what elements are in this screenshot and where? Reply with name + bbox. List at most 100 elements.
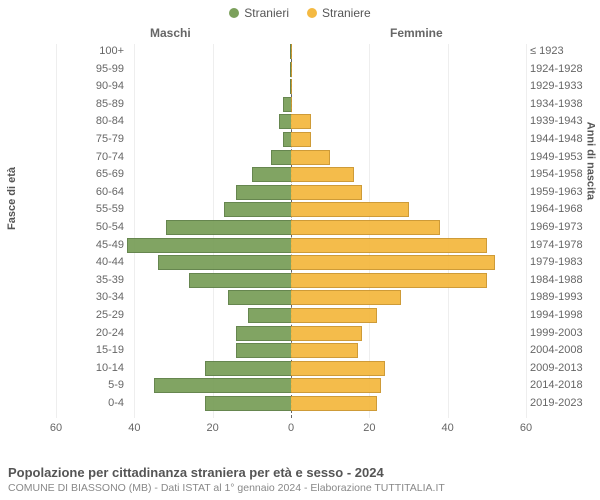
legend-swatch-male [229, 8, 239, 18]
male-bar [205, 361, 291, 376]
x-tick-label: 0 [288, 422, 294, 434]
age-label: 80-84 [74, 115, 124, 127]
male-bar [127, 238, 292, 253]
pyramid-row [56, 238, 526, 253]
pyramid-row [56, 114, 526, 129]
birth-year-label: 1924-1928 [530, 63, 596, 75]
chart-area: 6040200204060 [56, 44, 526, 444]
gridline [526, 44, 527, 418]
age-label: 90-94 [74, 80, 124, 92]
birth-year-label: 1989-1993 [530, 291, 596, 303]
male-bar [158, 255, 291, 270]
pyramid-row [56, 79, 526, 94]
female-bar [291, 150, 330, 165]
pyramid-row [56, 202, 526, 217]
chart-title: Popolazione per cittadinanza straniera p… [8, 465, 445, 480]
pyramid-row [56, 220, 526, 235]
pyramid-row [56, 396, 526, 411]
pyramid-row [56, 62, 526, 77]
pyramid-row [56, 167, 526, 182]
age-label: 75-79 [74, 133, 124, 145]
birth-year-label: 2014-2018 [530, 379, 596, 391]
age-label: 55-59 [74, 203, 124, 215]
pyramid-row [56, 308, 526, 323]
female-bar [291, 114, 311, 129]
chart-container: Stranieri Straniere Maschi Femmine Fasce… [0, 0, 600, 500]
legend-label-female: Straniere [322, 6, 371, 20]
birth-year-label: ≤ 1923 [530, 45, 596, 57]
birth-year-label: 1984-1988 [530, 274, 596, 286]
female-bar [291, 361, 385, 376]
pyramid-row [56, 326, 526, 341]
male-bar [279, 114, 291, 129]
age-label: 40-44 [74, 256, 124, 268]
pyramid-row [56, 273, 526, 288]
pyramid-row [56, 290, 526, 305]
female-bar [291, 238, 487, 253]
birth-year-label: 1959-1963 [530, 186, 596, 198]
male-bar [166, 220, 291, 235]
birth-year-label: 1994-1998 [530, 309, 596, 321]
age-label: 70-74 [74, 151, 124, 163]
male-bar [283, 97, 291, 112]
male-bar [189, 273, 291, 288]
male-bar [252, 167, 291, 182]
birth-year-label: 1964-1968 [530, 203, 596, 215]
pyramid-row [56, 150, 526, 165]
birth-year-label: 1954-1958 [530, 168, 596, 180]
x-tick-label: 40 [128, 422, 140, 434]
pyramid-row [56, 185, 526, 200]
female-bar [291, 79, 292, 94]
female-bar [291, 167, 354, 182]
birth-year-label: 2019-2023 [530, 397, 596, 409]
female-bar [291, 255, 495, 270]
female-bar [291, 62, 292, 77]
birth-year-label: 1929-1933 [530, 80, 596, 92]
pyramid-row [56, 255, 526, 270]
legend-label-male: Stranieri [244, 6, 289, 20]
male-bar [283, 132, 291, 147]
y-axis-title-left: Fasce di età [6, 167, 18, 230]
male-bar [154, 378, 291, 393]
col-header-male: Maschi [150, 26, 191, 40]
birth-year-label: 1969-1973 [530, 221, 596, 233]
age-label: 5-9 [74, 379, 124, 391]
male-bar [236, 185, 291, 200]
birth-year-label: 1999-2003 [530, 327, 596, 339]
legend-item-male: Stranieri [229, 6, 289, 20]
age-label: 50-54 [74, 221, 124, 233]
age-label: 10-14 [74, 362, 124, 374]
female-bar [291, 132, 311, 147]
x-tick-label: 20 [363, 422, 375, 434]
age-label: 45-49 [74, 239, 124, 251]
birth-year-label: 1949-1953 [530, 151, 596, 163]
birth-year-label: 1974-1978 [530, 239, 596, 251]
legend-item-female: Straniere [307, 6, 371, 20]
title-block: Popolazione per cittadinanza straniera p… [8, 465, 445, 494]
age-label: 30-34 [74, 291, 124, 303]
x-tick-label: 60 [50, 422, 62, 434]
female-bar [291, 343, 358, 358]
female-bar [291, 308, 377, 323]
col-header-female: Femmine [390, 26, 443, 40]
birth-year-label: 2004-2008 [530, 344, 596, 356]
pyramid-row [56, 44, 526, 59]
x-tick-label: 60 [520, 422, 532, 434]
pyramid-row [56, 361, 526, 376]
female-bar [291, 44, 292, 59]
age-label: 35-39 [74, 274, 124, 286]
female-bar [291, 97, 292, 112]
x-tick-label: 20 [207, 422, 219, 434]
x-tick-label: 40 [442, 422, 454, 434]
female-bar [291, 290, 401, 305]
chart-subtitle: COMUNE DI BIASSONO (MB) - Dati ISTAT al … [8, 482, 445, 494]
age-label: 60-64 [74, 186, 124, 198]
female-bar [291, 185, 362, 200]
pyramid-row [56, 378, 526, 393]
legend-swatch-female [307, 8, 317, 18]
age-label: 100+ [74, 45, 124, 57]
age-label: 85-89 [74, 98, 124, 110]
birth-year-label: 2009-2013 [530, 362, 596, 374]
female-bar [291, 273, 487, 288]
male-bar [228, 290, 291, 305]
